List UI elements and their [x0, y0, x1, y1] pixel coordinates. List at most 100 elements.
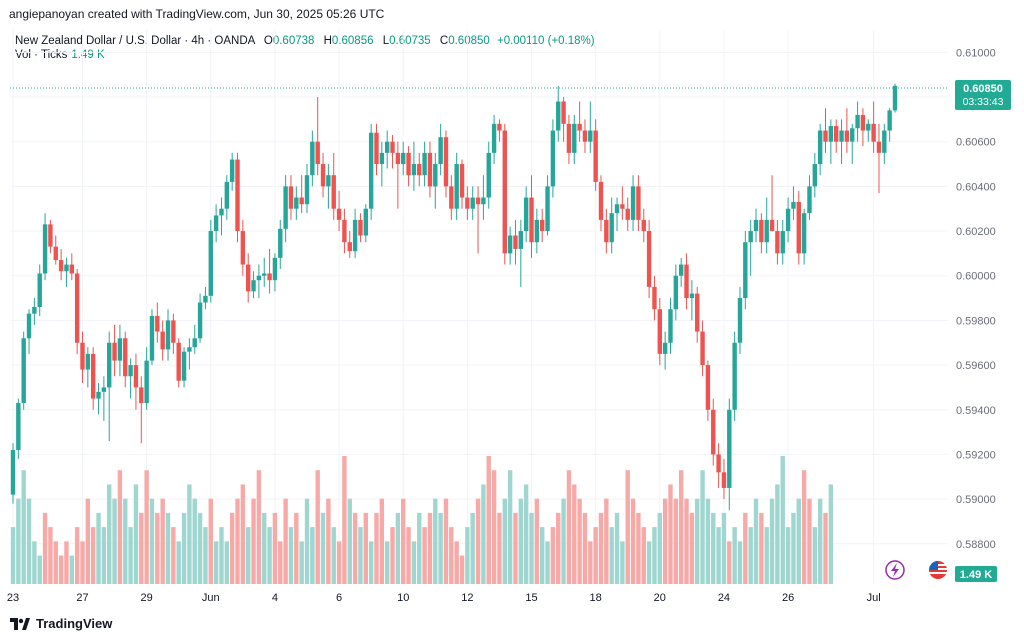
volume-bar: [401, 498, 406, 584]
price-badge-countdown: 03:33:43: [963, 96, 1004, 108]
volume-bar: [737, 541, 743, 584]
candle: [390, 134, 395, 169]
candle-body: [523, 197, 529, 232]
volume-bar: [545, 541, 550, 584]
candle-body: [149, 315, 155, 361]
candle-body: [727, 409, 732, 488]
price-tick-label: 0.59400: [956, 405, 996, 417]
candle: [582, 119, 588, 153]
candle: [657, 298, 662, 366]
candle-body: [550, 130, 556, 187]
volume-bar: [246, 527, 251, 584]
candle: [32, 298, 37, 325]
open-value: 0.60738: [272, 35, 315, 47]
volume-bar: [374, 512, 379, 584]
candle: [379, 141, 385, 187]
lightning-icon[interactable]: [885, 560, 905, 580]
candle-body: [844, 130, 850, 142]
candle-body: [224, 181, 230, 209]
candle: [422, 141, 427, 187]
volume-bar: [454, 541, 459, 584]
volume-bar: [262, 512, 267, 584]
price-tick-label: 0.61000: [956, 47, 996, 59]
candle: [80, 331, 85, 383]
price-tick-label: 0.59600: [956, 360, 996, 372]
candle-body: [486, 152, 491, 198]
candle: [304, 164, 310, 214]
price-badge: 0.60850 03:33:43: [955, 80, 1011, 110]
candle: [406, 146, 411, 187]
candle: [732, 331, 737, 421]
volume-bar: [491, 470, 497, 584]
tradingview-logo[interactable]: TradingView: [10, 616, 112, 631]
volume-bar: [673, 498, 679, 584]
volume-bar: [53, 541, 58, 584]
time-tick-label: 27: [76, 592, 88, 604]
candle-body: [160, 331, 165, 350]
volume-bar: [796, 498, 801, 584]
volume-bar: [342, 456, 347, 584]
volume-bar: [144, 470, 149, 584]
candle: [882, 123, 887, 165]
volume-bar: [700, 470, 705, 584]
candle: [860, 108, 866, 147]
candle-body: [336, 208, 342, 220]
chart-credit: angiepanoyan created with TradingView.co…: [9, 7, 385, 21]
volume-bar: [155, 512, 160, 584]
close-value: 0.60850: [448, 35, 490, 47]
volume-bar: [80, 541, 85, 584]
candle: [427, 141, 433, 198]
candle: [695, 286, 700, 343]
candle-body: [828, 126, 834, 142]
volume-bar: [502, 498, 507, 584]
symbol-name[interactable]: New Zealand Dollar / U.S. Dollar · 4h · …: [15, 35, 255, 47]
volume-bar: [288, 527, 294, 584]
volume-bar: [74, 527, 80, 584]
volume-bar: [123, 498, 128, 584]
us-flag-icon[interactable]: [929, 561, 947, 579]
price-tick-label: 0.60000: [956, 271, 996, 283]
candle: [96, 382, 101, 415]
candle: [700, 320, 705, 377]
candle: [636, 175, 641, 232]
volume-bar: [208, 498, 213, 584]
candle: [384, 130, 390, 169]
candle-body: [192, 338, 197, 348]
volume-bar: [229, 512, 235, 584]
volume-bar: [775, 484, 780, 584]
candle-body: [518, 231, 524, 249]
candle: [374, 123, 379, 176]
volume-badge-value: 1.49 K: [960, 569, 992, 581]
candle: [475, 186, 481, 254]
candle-body: [315, 141, 320, 165]
candle: [764, 197, 769, 254]
candle-body: [812, 164, 818, 187]
candle-body: [74, 273, 80, 343]
volume-bar: [278, 541, 283, 584]
candle: [139, 376, 144, 444]
candle: [887, 108, 892, 142]
candle-body: [294, 197, 299, 209]
candle-body: [208, 231, 213, 296]
candle: [342, 208, 347, 254]
time-tick-label: 15: [525, 592, 537, 604]
volume-bar: [684, 498, 689, 584]
volume-bar: [743, 512, 748, 584]
candle: [288, 175, 294, 220]
candle-body: [379, 152, 385, 165]
candle-body: [90, 353, 96, 399]
candle-body: [834, 126, 839, 142]
volume-bar: [197, 512, 203, 584]
volume-bar: [395, 512, 401, 584]
volume-bar: [668, 484, 673, 584]
candle: [791, 186, 796, 220]
candle: [42, 213, 48, 281]
price-tick-label: 0.59000: [956, 494, 996, 506]
candle-body: [678, 264, 684, 276]
time-tick-label: 18: [590, 592, 602, 604]
candle: [358, 213, 363, 243]
close-label: C: [439, 35, 449, 47]
candle-body: [417, 164, 422, 176]
candle: [192, 324, 197, 354]
